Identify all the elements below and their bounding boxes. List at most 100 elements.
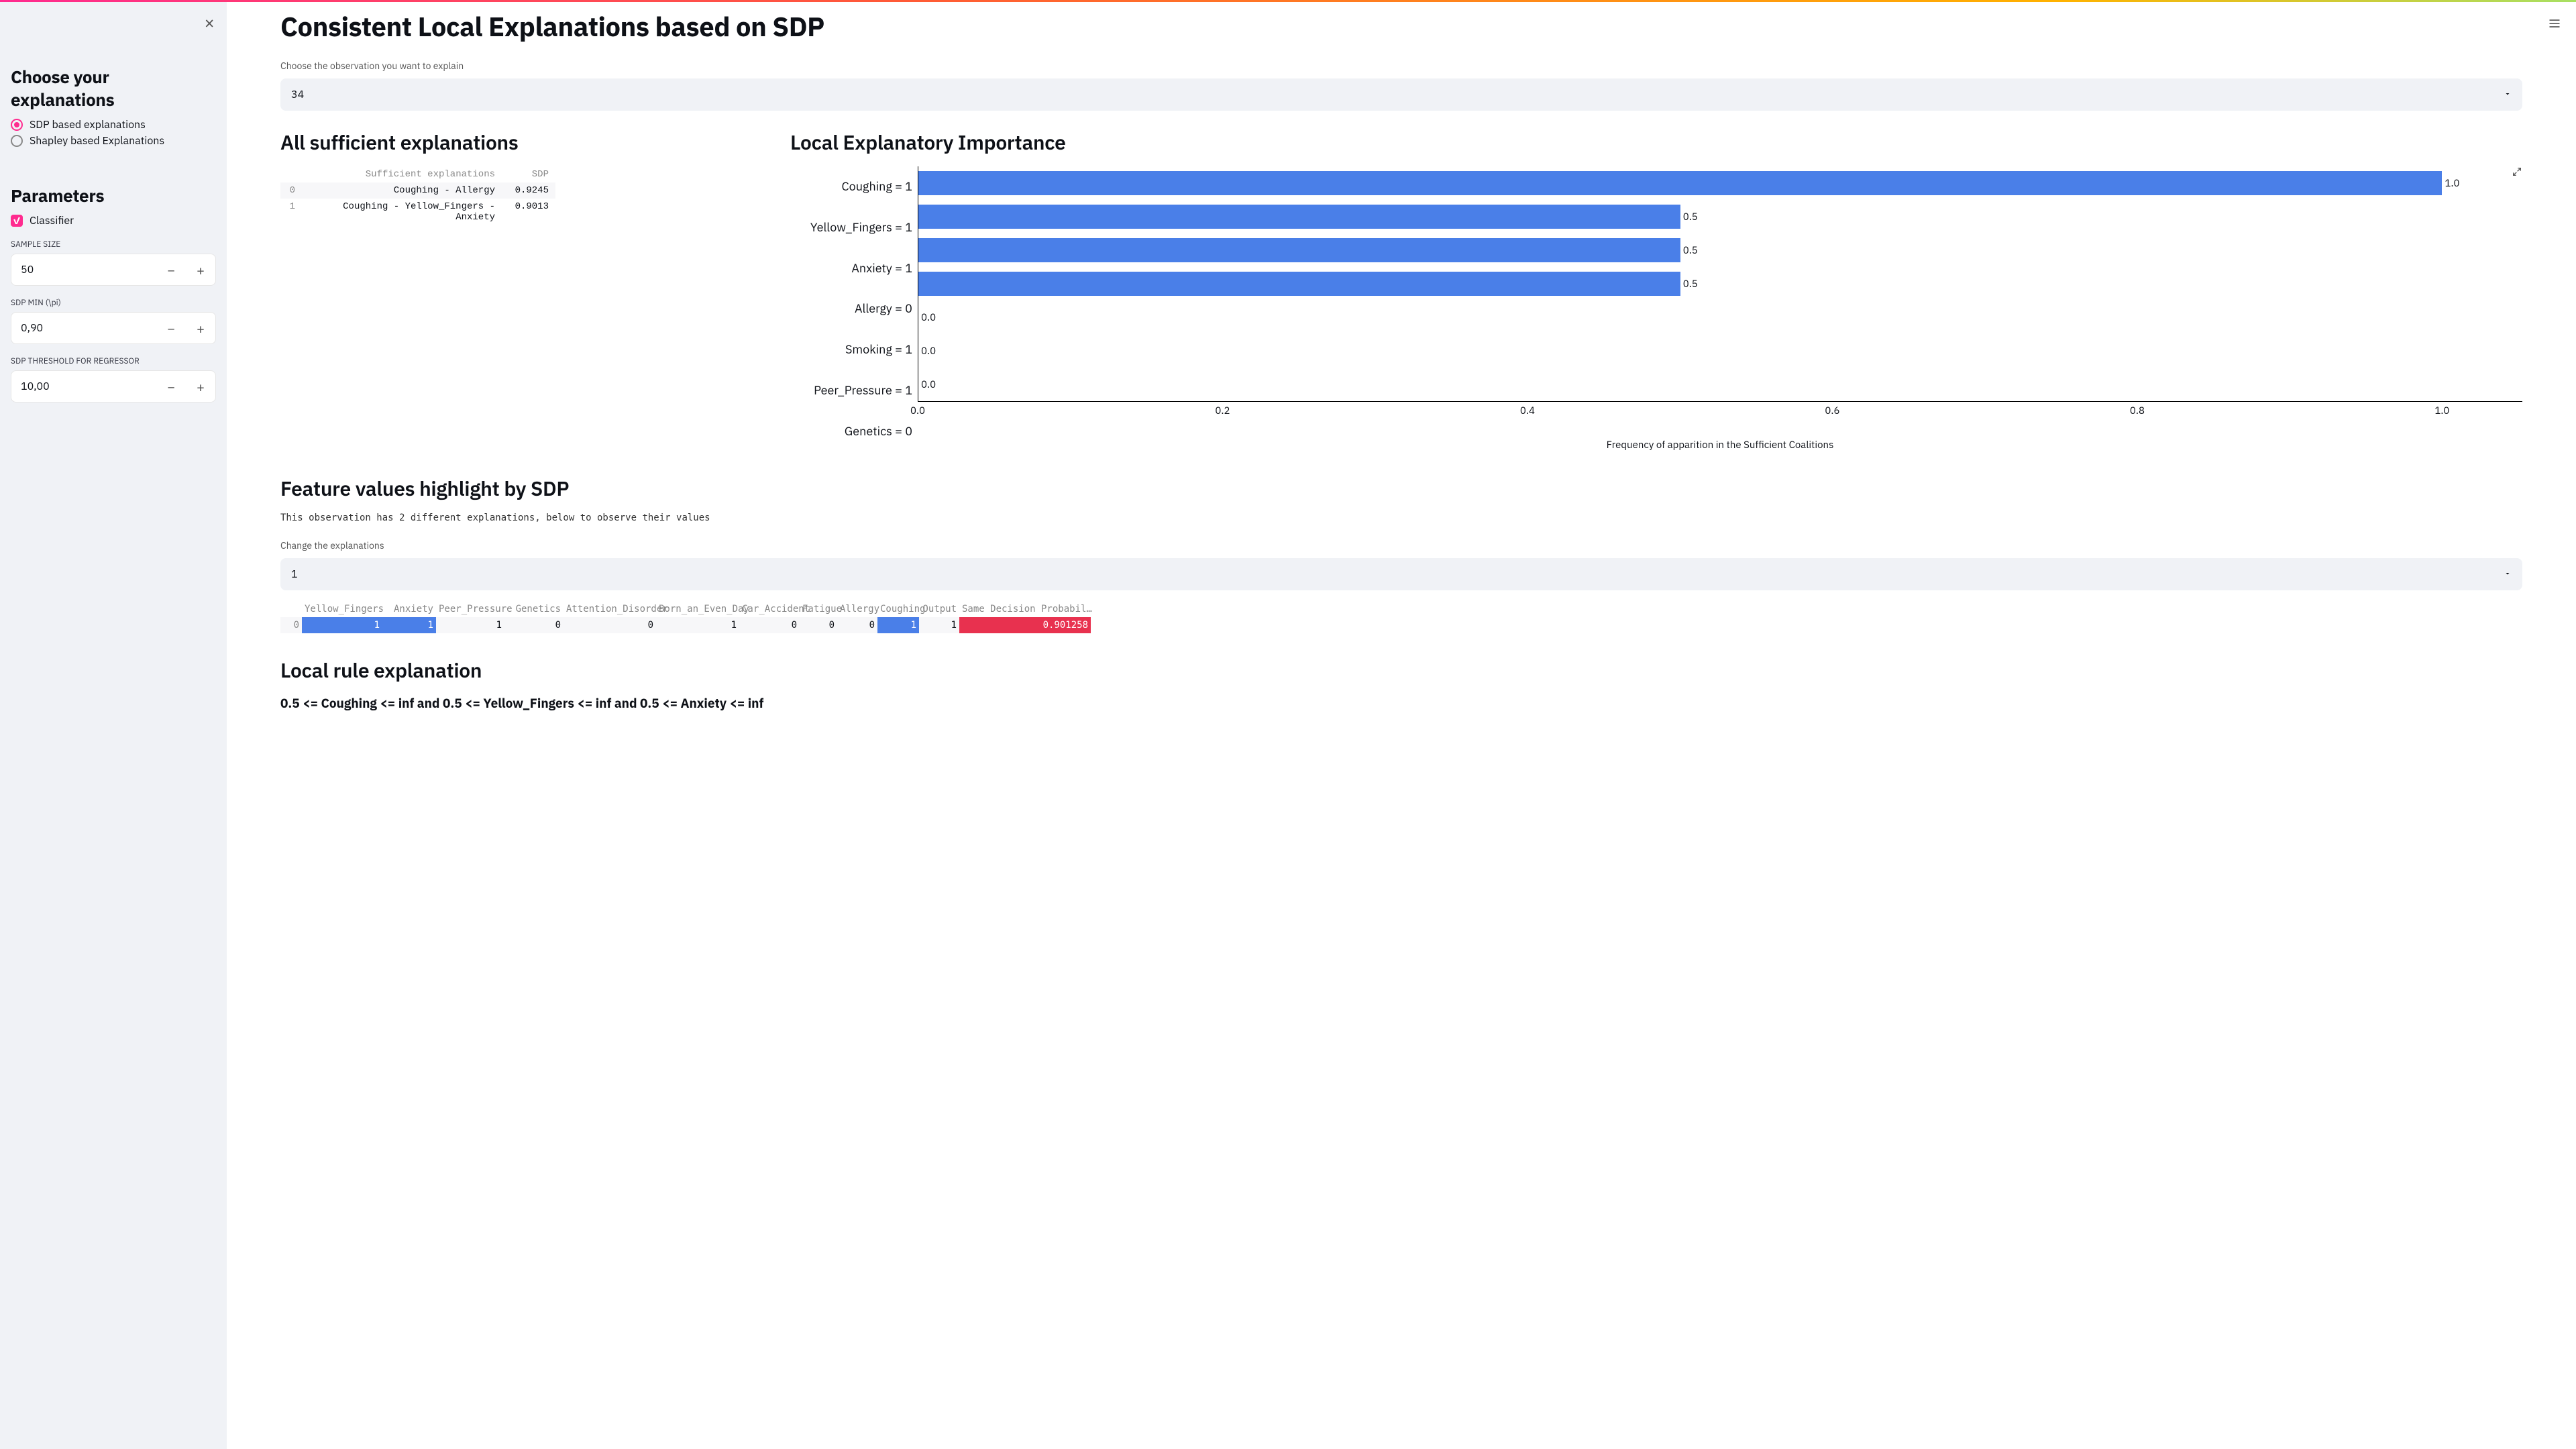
local-importance-section: Local Explanatory Importance Coughing = … [790,129,2522,451]
chart-bar-row: 1.0 [918,166,2522,200]
fv-header-cell: Yellow_Fingers [302,601,382,617]
fv-header-cell: Allergy [837,601,877,617]
stepper-plus-button[interactable]: + [186,254,215,285]
radio-shapley[interactable]: Shapley based Explanations [11,134,216,148]
select-observation-value: 34 [291,88,304,101]
chart-bar-row: 0.0 [918,301,2522,334]
fv-cell: 1 [877,617,919,633]
heading-local-rule: Local rule explanation [280,657,2522,684]
select-observation[interactable]: 34 [280,78,2522,111]
chart-ylabel: Anxiety = 1 [851,252,912,285]
chart-bar [918,272,1680,296]
radio-sdp-label: SDP based explanations [30,118,146,131]
fv-header-cell: Born_an_Even_Day [656,601,739,617]
chart-xtick: 1.0 [2434,405,2449,417]
label-sample-size: SAMPLE SIZE [11,239,216,250]
heading-importance: Local Explanatory Importance [790,129,2522,156]
chart-xtick: 0.8 [2130,405,2145,417]
chart-bar [918,205,1680,229]
fv-cell: 0 [800,617,837,633]
fv-cell: 1 [302,617,382,633]
suff-col-exp: Sufficient explanations [301,166,502,182]
chart-ylabel: Peer_Pressure = 1 [814,374,912,407]
fv-cell: 0 [739,617,800,633]
chart-bar-value: 0.5 [1683,278,1698,290]
stepper-sdp-min: 0,90 − + [11,312,216,344]
stepper-plus-button[interactable]: + [186,371,215,402]
fv-header-cell [280,601,302,617]
chart-bar-value: 0.0 [921,378,936,391]
fv-header-cell: Fatigue [800,601,837,617]
label-change-explanation: Change the explanations [280,539,2522,551]
chart-ylabel: Yellow_Fingers = 1 [810,211,912,244]
sidebar-close-icon[interactable]: × [204,14,215,32]
chart-ylabel: Allergy = 0 [855,292,912,325]
fv-cell: 0 [504,617,564,633]
stepper-sdp-threshold-value[interactable]: 10,00 [11,371,156,402]
select-explanation[interactable]: 1 [280,558,2522,590]
suff-col-sdp: SDP [502,166,555,182]
suff-row: 1Coughing - Yellow_Fingers - Anxiety0.90… [280,199,555,225]
chart-bar-value: 1.0 [2445,177,2459,190]
stepper-sdp-min-value[interactable]: 0,90 [11,313,156,343]
label-sdp-threshold: SDP THRESHOLD FOR REGRESSOR [11,356,216,366]
stepper-sdp-threshold: 10,00 − + [11,370,216,402]
radio-sdp[interactable]: SDP based explanations [11,118,216,131]
sufficient-explanations-section: All sufficient explanations Sufficient e… [280,129,763,451]
stepper-minus-button[interactable]: − [156,254,186,285]
fv-header-cell: Peer_Pressure [436,601,504,617]
select-explanation-value: 1 [291,568,298,581]
fv-cell: 1 [919,617,959,633]
sidebar: × Choose your explanations SDP based exp… [0,2,227,1449]
stepper-minus-button[interactable]: − [156,371,186,402]
suff-row-sdp: 0.9013 [502,199,555,225]
suff-row-sdp: 0.9245 [502,182,555,199]
checkbox-classifier-label: Classifier [30,214,74,227]
chart-bar [918,238,1680,262]
fv-header-cell: Same Decision Probabil… [959,601,1091,617]
chart-ylabel: Genetics = 0 [845,415,912,448]
feature-values-note: This observation has 2 different explana… [280,513,2522,523]
suff-row: 0Coughing - Allergy0.9245 [280,182,555,199]
fv-cell: 0 [837,617,877,633]
sidebar-heading-choose: Choose your explanations [11,66,216,111]
fv-cell: 1 [382,617,436,633]
hamburger-menu-icon[interactable] [2548,17,2561,34]
fv-cell: 1 [436,617,504,633]
suff-row-text: Coughing - Yellow_Fingers - Anxiety [301,199,502,225]
suff-row-text: Coughing - Allergy [301,182,502,199]
feature-values-table: Yellow_FingersAnxietyPeer_PressureGeneti… [280,601,2522,633]
checkbox-classifier[interactable]: Classifier [11,214,216,227]
chart-xtick: 0.6 [1825,405,1839,417]
stepper-plus-button[interactable]: + [186,313,215,343]
chevron-down-icon [2504,88,2512,101]
local-rule-text: 0.5 <= Coughing <= inf and 0.5 <= Yellow… [280,696,2522,712]
main-content: Consistent Local Explanations based on S… [227,2,2576,1449]
radio-icon [11,119,23,131]
fv-header-cell: Genetics [504,601,564,617]
chevron-down-icon [2504,568,2512,581]
stepper-minus-button[interactable]: − [156,313,186,343]
page-title: Consistent Local Explanations based on S… [280,9,2522,44]
fv-header-cell: Output [919,601,959,617]
stepper-sample-size-value[interactable]: 50 [11,254,156,285]
fv-header-cell: Car_Accident [739,601,800,617]
suff-row-idx: 1 [280,199,301,225]
radio-icon [11,135,23,147]
chart-bar-value: 0.0 [921,311,936,324]
checkbox-icon [11,215,23,227]
chart-bar-row: 0.5 [918,200,2522,233]
suff-row-idx: 0 [280,182,301,199]
radio-shapley-label: Shapley based Explanations [30,134,164,148]
fv-cell: 0.901258 [959,617,1091,633]
chart-bar-row: 0.0 [918,334,2522,368]
sidebar-heading-params: Parameters [11,184,216,207]
chart-x-title: Frequency of apparition in the Sufficien… [918,439,2522,451]
fv-header-cell: Attention_Disorder [564,601,656,617]
app-root: × Choose your explanations SDP based exp… [0,2,2576,1449]
heading-sufficient: All sufficient explanations [280,129,763,156]
chart-bar-value: 0.5 [1683,244,1698,257]
heading-feature-values: Feature values highlight by SDP [280,476,2522,502]
label-observation: Choose the observation you want to expla… [280,60,2522,72]
chart-bar-row: 0.5 [918,267,2522,301]
